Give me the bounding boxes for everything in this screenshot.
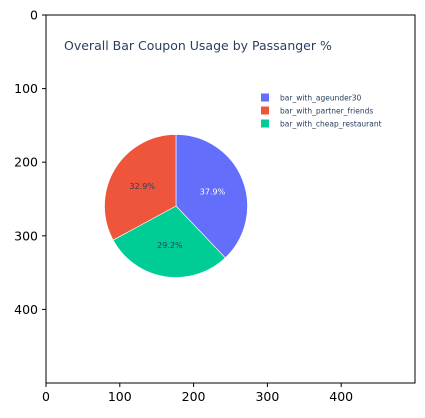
legend-label-bar-with-partner-friends: bar_with_partner_friends [280,107,373,116]
x-tick-label: 300 [255,389,279,404]
legend-swatch-bar-with-partner-friends [261,106,269,115]
pie: 37.9% 29.2% 32.9% [104,134,248,278]
legend-label-bar-with-cheap-restaurant: bar_with_cheap_restaurant [280,120,382,129]
x-tick-label: 0 [42,389,50,404]
x-tick-label: 100 [108,389,132,404]
y-tick-label: 300 [14,228,38,243]
slice-label-bar-with-partner-friends: 32.9% [130,182,156,191]
y-tick-label: 100 [14,81,38,96]
legend-swatch-bar-with-ageunder30 [261,93,269,102]
y-axis: 0 100 200 300 400 [14,8,46,317]
x-tick-label: 400 [329,389,353,404]
y-tick-label: 400 [14,302,38,317]
slice-label-bar-with-ageunder30: 37.9% [200,187,226,196]
x-axis: 0 100 200 300 400 [42,383,353,404]
pie-slice-bar-with-ageunder30 [175,134,248,259]
chart-title: Overall Bar Coupon Usage by Passanger % [64,38,332,53]
y-tick-label: 0 [30,8,38,23]
legend-label-bar-with-ageunder30: bar_with_ageunder30 [280,94,362,103]
pie-slice-bar-with-partner-friends [104,134,177,241]
legend-swatch-bar-with-cheap-restaurant [261,119,269,128]
x-tick-label: 200 [182,389,206,404]
slice-label-bar-with-cheap-restaurant: 29.2% [157,241,183,250]
y-tick-label: 200 [14,155,38,170]
pie-slice-bar-with-cheap-restaurant [112,205,226,278]
legend: bar_with_ageunder30 bar_with_partner_frie… [261,93,382,129]
